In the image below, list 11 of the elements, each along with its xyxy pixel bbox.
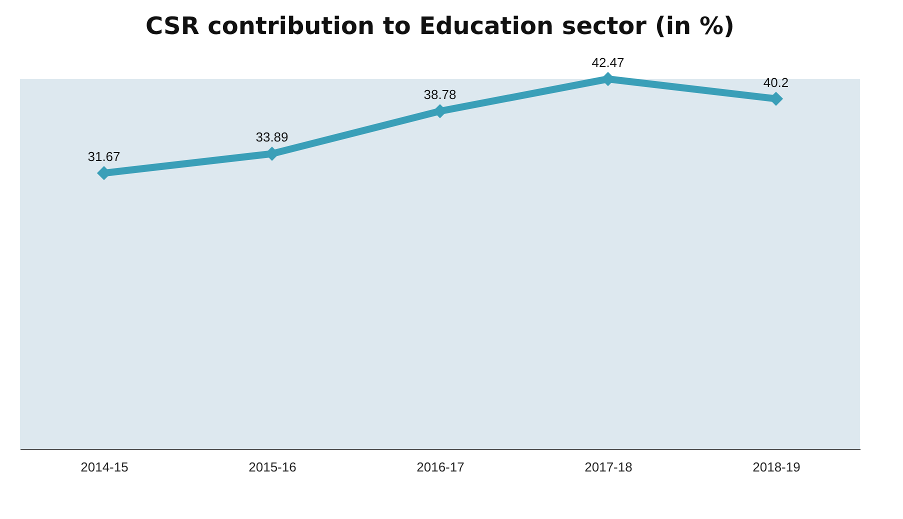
data-label: 40.2 xyxy=(763,74,789,90)
x-tick-label: 2014-15 xyxy=(80,460,128,474)
data-label: 38.78 xyxy=(424,87,456,102)
x-tick-label: 2015-16 xyxy=(248,460,296,474)
x-tick-label: 2017-18 xyxy=(584,460,632,474)
x-tick-label: 2016-17 xyxy=(416,460,464,474)
x-tick-label: 2018-19 xyxy=(752,460,800,474)
data-label: 42.47 xyxy=(592,55,624,70)
chart-title: CSR contribution to Education sector (in %) xyxy=(145,12,735,40)
data-label: 31.67 xyxy=(88,149,120,164)
data-label: 33.89 xyxy=(256,130,288,145)
